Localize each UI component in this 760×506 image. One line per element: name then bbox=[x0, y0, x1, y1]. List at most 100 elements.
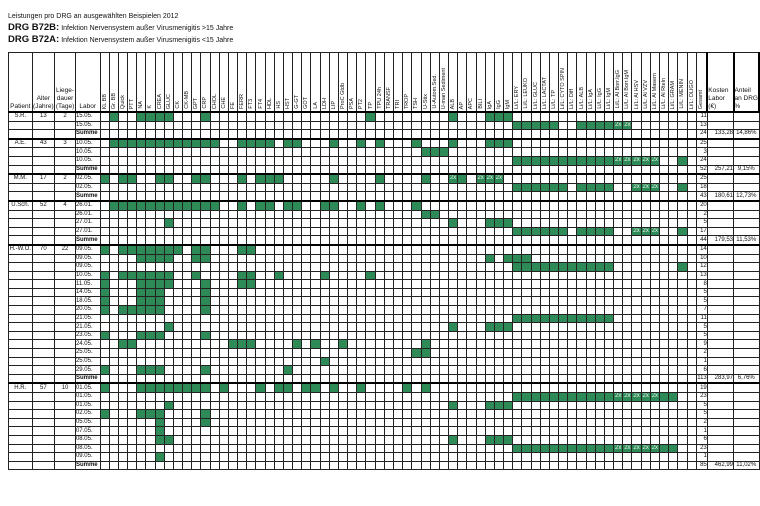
test-empty bbox=[567, 348, 578, 358]
test-empty bbox=[493, 199, 505, 211]
test-empty bbox=[310, 235, 321, 246]
test-empty bbox=[292, 348, 303, 358]
test-empty bbox=[374, 296, 385, 307]
patient-cell bbox=[8, 129, 33, 140]
test-marked bbox=[530, 262, 541, 272]
test-empty bbox=[255, 243, 266, 255]
gesamt-cell: 7 bbox=[695, 305, 708, 315]
test-empty bbox=[585, 110, 596, 122]
test-empty bbox=[282, 409, 294, 419]
test-empty bbox=[255, 147, 266, 157]
test-empty bbox=[191, 110, 202, 122]
patient-cell bbox=[8, 322, 33, 332]
test-empty bbox=[576, 218, 587, 228]
test-marked bbox=[182, 199, 193, 211]
test-empty bbox=[218, 218, 229, 228]
test-empty bbox=[448, 262, 459, 272]
test-empty bbox=[530, 373, 541, 384]
test-empty bbox=[182, 348, 193, 358]
col-header-test: PTT bbox=[127, 52, 138, 113]
test-empty bbox=[172, 356, 184, 367]
liegedauer-cell bbox=[54, 417, 76, 428]
alter-cell bbox=[31, 460, 56, 471]
test-empty bbox=[521, 296, 532, 307]
test-marked bbox=[163, 279, 174, 289]
test-empty bbox=[548, 253, 560, 264]
labor-date-cell: 26.01. bbox=[74, 209, 101, 220]
anteil-cell bbox=[733, 270, 760, 281]
test-empty bbox=[292, 373, 303, 384]
test-empty bbox=[503, 262, 514, 272]
test-empty bbox=[374, 365, 385, 375]
test-empty bbox=[356, 460, 367, 471]
test-empty bbox=[475, 373, 486, 384]
test-empty bbox=[677, 287, 688, 298]
test-empty bbox=[209, 460, 220, 471]
test-empty bbox=[530, 191, 541, 202]
test-empty bbox=[640, 287, 651, 298]
test-empty bbox=[677, 392, 688, 402]
test-label: LA bbox=[312, 102, 319, 109]
test-empty bbox=[182, 322, 193, 332]
table-row: 29.05. 6 bbox=[8, 365, 760, 375]
test-marked bbox=[145, 279, 156, 289]
test-empty bbox=[448, 279, 459, 289]
test-empty bbox=[383, 339, 395, 350]
test-empty bbox=[402, 218, 413, 228]
test-empty bbox=[548, 129, 560, 140]
test-marked bbox=[603, 182, 615, 193]
test-empty bbox=[668, 164, 679, 175]
liegedauer-cell bbox=[54, 460, 76, 471]
test-empty bbox=[374, 243, 385, 255]
test-empty bbox=[622, 382, 633, 394]
test-empty bbox=[328, 191, 339, 202]
test-marked bbox=[99, 173, 110, 184]
test-empty bbox=[292, 110, 303, 122]
test-marked bbox=[603, 155, 615, 166]
test-empty bbox=[649, 218, 660, 228]
kosten-cell bbox=[706, 339, 735, 350]
test-empty bbox=[640, 348, 651, 358]
alter-cell bbox=[31, 279, 56, 289]
kosten-cell bbox=[706, 392, 735, 402]
test-empty bbox=[429, 365, 440, 375]
test-empty bbox=[117, 426, 129, 436]
test-empty bbox=[493, 226, 505, 237]
liegedauer-cell bbox=[54, 253, 76, 264]
test-empty bbox=[622, 199, 633, 211]
test-empty bbox=[448, 129, 459, 140]
test-empty bbox=[218, 164, 229, 175]
drg-b72a-code: DRG B72A: bbox=[8, 34, 60, 45]
test-label: G-GT bbox=[294, 95, 301, 109]
test-empty bbox=[383, 313, 395, 324]
test-empty bbox=[99, 400, 110, 411]
test-empty bbox=[411, 443, 422, 454]
test-empty bbox=[145, 235, 156, 246]
test-empty bbox=[172, 270, 184, 281]
test-empty bbox=[539, 373, 550, 384]
patient-cell bbox=[8, 348, 33, 358]
test-empty bbox=[420, 426, 431, 436]
col-header-test: FE bbox=[227, 52, 239, 113]
test-marked bbox=[429, 147, 440, 157]
test-empty bbox=[301, 110, 312, 122]
test-empty bbox=[99, 434, 110, 445]
test-empty bbox=[246, 313, 257, 324]
test-marked bbox=[264, 199, 275, 211]
test-empty bbox=[292, 191, 303, 202]
test-empty bbox=[686, 356, 697, 367]
test-empty bbox=[145, 164, 156, 175]
test-marked bbox=[503, 218, 514, 228]
test-marked bbox=[668, 392, 679, 402]
test-empty bbox=[448, 382, 459, 394]
test-empty bbox=[374, 287, 385, 298]
test-marked bbox=[237, 339, 248, 350]
test-empty bbox=[512, 348, 523, 358]
test-empty bbox=[668, 191, 679, 202]
test-empty bbox=[411, 313, 422, 324]
test-empty bbox=[576, 147, 587, 157]
test-empty bbox=[603, 452, 615, 462]
test-empty bbox=[640, 400, 651, 411]
test-marked bbox=[539, 443, 550, 454]
test-marked bbox=[530, 226, 541, 237]
